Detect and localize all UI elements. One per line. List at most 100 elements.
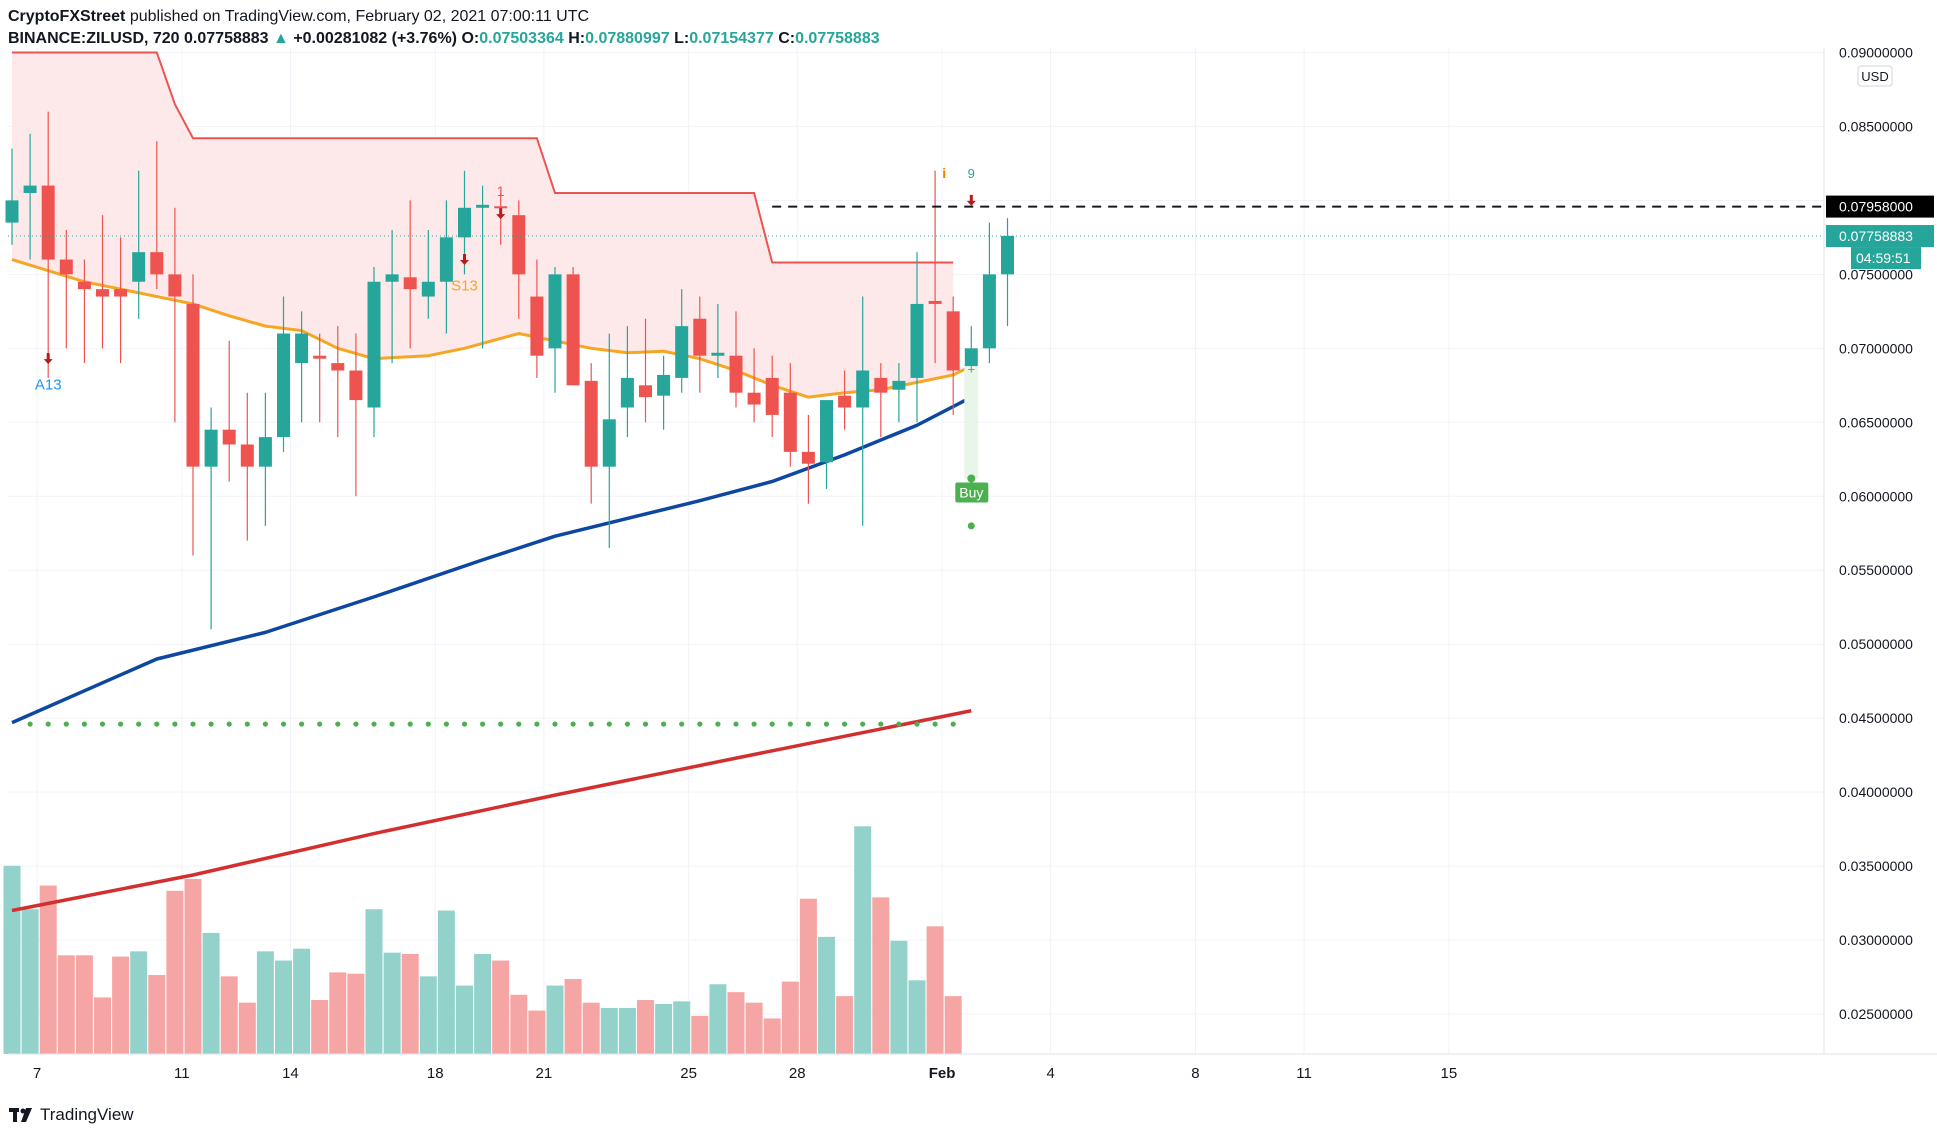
currency-badge	[1857, 65, 1893, 87]
symbol-label[interactable]: BINANCE:ZILUSD, 720	[8, 30, 180, 47]
support-dot	[842, 721, 848, 727]
support-dot	[588, 721, 594, 727]
support-dot	[606, 721, 612, 727]
close-value: 0.07758883	[795, 30, 880, 47]
volume-bar	[456, 985, 473, 1054]
candle-body	[1001, 235, 1014, 275]
support-dot	[280, 721, 287, 727]
publish-line: CryptoFXStreet published on TradingView.…	[8, 6, 880, 28]
candle-body	[639, 385, 652, 398]
ohlc-line: BINANCE:ZILUSD, 720 0.07758883 ▲ +0.0028…	[8, 28, 880, 50]
volume-bar	[799, 898, 817, 1054]
annotations: Buy + A13 S13 1 9 i	[8, 165, 1824, 530]
support-dot	[860, 721, 866, 727]
candle-body	[23, 185, 37, 193]
support-dot	[769, 721, 775, 727]
a13-label: A13	[35, 377, 62, 394]
candle-body	[240, 444, 254, 467]
high-label: H:	[568, 30, 586, 47]
support-dot	[878, 721, 884, 727]
candle-body	[349, 370, 363, 401]
volume-bar	[637, 1000, 654, 1054]
volume-bar	[836, 996, 854, 1054]
support-dot	[317, 721, 323, 727]
volume-bar	[57, 955, 75, 1054]
publisher-name[interactable]: CryptoFXStreet	[8, 8, 126, 25]
support-dot	[534, 721, 540, 727]
volume-bar	[582, 1002, 600, 1054]
volume-bar	[926, 926, 944, 1054]
support-dot	[516, 721, 522, 727]
support-dot	[552, 721, 558, 727]
candle-body	[494, 206, 508, 209]
volume-bar	[275, 960, 292, 1054]
volume-bar	[130, 951, 148, 1054]
price-tick: 0.04000000	[1839, 784, 1913, 800]
candle-body	[59, 259, 73, 275]
price-tick: 0.06500000	[1839, 414, 1913, 430]
volume-bar	[618, 1007, 636, 1054]
volume-bars	[3, 826, 962, 1054]
candle-body	[295, 333, 309, 364]
candle-body	[168, 274, 182, 297]
candle-body	[964, 348, 978, 371]
volume-bar	[202, 932, 220, 1054]
candle-body	[693, 318, 707, 356]
support-dot	[642, 721, 649, 727]
volume-bar	[256, 951, 274, 1054]
support-dot	[498, 721, 504, 727]
last-price-badge	[1826, 225, 1934, 248]
tradingview-logo-icon	[9, 1108, 32, 1122]
supertrend-line	[12, 51, 954, 264]
support-dot	[190, 721, 196, 727]
volume-bar	[492, 960, 510, 1054]
price-tick: 0.05500000	[1839, 562, 1913, 578]
tradingview-footer[interactable]: TradingView	[8, 1101, 134, 1129]
ema-mid-line	[11, 395, 973, 725]
support-dot	[570, 721, 576, 727]
buy-label-bg	[955, 482, 989, 503]
candle-body	[910, 303, 924, 378]
support-dot	[244, 721, 250, 727]
candle-body	[820, 400, 833, 463]
candle-body	[96, 289, 109, 297]
price-tick: 0.08500000	[1839, 118, 1913, 134]
price-tick: 0.03000000	[1839, 932, 1913, 948]
high-value: 0.07880997	[585, 30, 670, 47]
support-dot	[335, 721, 341, 727]
support-dot	[425, 721, 431, 727]
change-value: +0.00281082 (+3.76%)	[293, 30, 457, 47]
volume-bar	[75, 955, 93, 1054]
candle-body	[222, 429, 236, 445]
currency-label: USD	[1861, 69, 1888, 84]
candle-body	[711, 352, 725, 356]
time-tick: 11	[174, 1065, 190, 1082]
support-dot	[389, 721, 395, 727]
time-tick: 21	[536, 1065, 553, 1082]
time-tick: 8	[1191, 1065, 1199, 1082]
support-dot	[371, 721, 377, 727]
support-dot	[661, 721, 667, 727]
count-one-label: 1	[497, 183, 505, 199]
volume-bar	[673, 1001, 691, 1054]
price-tick: 0.05000000	[1839, 636, 1913, 652]
time-tick: 7	[33, 1065, 41, 1082]
volume-bar	[691, 1015, 709, 1054]
time-tick: 18	[427, 1065, 444, 1082]
support-dot	[787, 721, 793, 727]
support-dot	[932, 721, 938, 727]
candle-body	[385, 274, 399, 282]
support-dot	[154, 721, 160, 727]
support-dot	[679, 721, 685, 727]
candle-body	[132, 252, 146, 282]
time-axis[interactable]: 7 11 14 18 21 25 28 Feb 4 8 11 15	[8, 1053, 1937, 1082]
price-axis[interactable]: 0.085000000.080000000.075000000.07000000…	[1823, 44, 1934, 1054]
support-dot	[914, 721, 920, 727]
candle-body	[856, 370, 870, 408]
volume-bar	[655, 1003, 673, 1054]
support-dot	[950, 721, 956, 727]
low-label: L:	[674, 30, 690, 47]
support-dot	[461, 721, 468, 727]
countdown-badge	[1851, 247, 1921, 270]
